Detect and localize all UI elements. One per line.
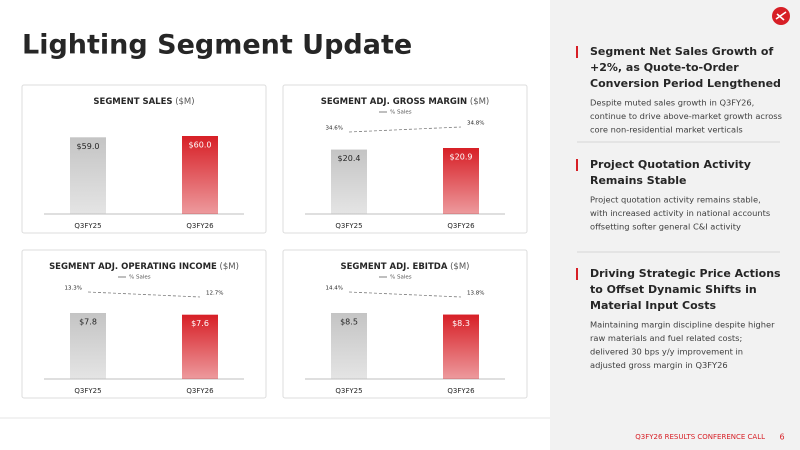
section-body: adjusted gross margin in Q3FY26 bbox=[590, 360, 728, 370]
chart-title-text: SEGMENT ADJ. EBITDA bbox=[341, 262, 448, 272]
line-label: 13.8% bbox=[467, 291, 484, 297]
chart-title: SEGMENT ADJ. OPERATING INCOME ($M) bbox=[49, 262, 239, 272]
chart-title-unit: ($M) bbox=[175, 97, 194, 107]
page-number: 6 bbox=[779, 433, 784, 442]
bar bbox=[331, 149, 367, 214]
line-series bbox=[87, 291, 201, 298]
legend-label: % Sales bbox=[390, 110, 412, 116]
section-marker bbox=[576, 268, 578, 280]
chart-title-unit: ($M) bbox=[220, 262, 239, 272]
section-body: with increased activity in national acco… bbox=[590, 208, 770, 218]
value-label: $7.6 bbox=[191, 319, 209, 328]
legend-label: % Sales bbox=[129, 275, 151, 281]
line-label: 12.7% bbox=[206, 291, 223, 297]
section-heading: Conversion Period Lengthened bbox=[590, 77, 781, 90]
section-body: raw materials and fuel related costs; bbox=[590, 333, 742, 343]
section-body: delivered 30 bps y/y improvement in bbox=[590, 347, 743, 357]
chart-title: SEGMENT SALES ($M) bbox=[93, 97, 194, 107]
chart-title-unit: ($M) bbox=[450, 262, 469, 272]
x-tick-label: Q3FY26 bbox=[186, 387, 214, 395]
section-heading: +2%, as Quote-to-Order bbox=[590, 61, 739, 74]
bar bbox=[182, 314, 218, 379]
value-label: $59.0 bbox=[77, 142, 100, 151]
value-label: $60.0 bbox=[189, 141, 212, 150]
chart-title-text: SEGMENT ADJ. OPERATING INCOME bbox=[49, 262, 217, 272]
section-marker bbox=[576, 46, 578, 58]
line-label: 13.3% bbox=[65, 286, 82, 292]
chart-card bbox=[282, 84, 528, 234]
value-label: $8.3 bbox=[452, 319, 470, 328]
x-tick-label: Q3FY26 bbox=[447, 222, 475, 230]
chart-title-unit: ($M) bbox=[470, 97, 489, 107]
line-label: 34.8% bbox=[467, 121, 484, 127]
x-tick-label: Q3FY25 bbox=[335, 387, 362, 395]
section-heading: Project Quotation Activity bbox=[590, 158, 751, 171]
section-heading: Driving Strategic Price Actions bbox=[590, 267, 781, 280]
section-heading: to Offset Dynamic Shifts in bbox=[590, 283, 757, 296]
chart-card bbox=[21, 84, 267, 234]
value-label: $7.8 bbox=[79, 318, 97, 327]
line-label: 14.4% bbox=[326, 286, 343, 292]
chart-title: SEGMENT ADJ. GROSS MARGIN ($M) bbox=[321, 97, 490, 107]
footer-text: Q3FY26 RESULTS CONFERENCE CALL bbox=[635, 433, 765, 441]
section-body: core non-residential market verticals bbox=[590, 125, 743, 135]
section-body: offsetting softer general C&I activity bbox=[590, 222, 741, 232]
value-label: $20.9 bbox=[450, 153, 473, 162]
line-series bbox=[348, 126, 462, 133]
x-tick-label: Q3FY26 bbox=[186, 222, 214, 230]
section-marker bbox=[576, 159, 578, 171]
bar bbox=[182, 136, 218, 214]
slide-title: Lighting Segment Update bbox=[22, 30, 412, 61]
bar bbox=[443, 148, 479, 214]
line-series bbox=[348, 291, 462, 298]
bar bbox=[443, 314, 479, 379]
section-heading: Segment Net Sales Growth of bbox=[590, 45, 773, 58]
x-tick-label: Q3FY25 bbox=[335, 222, 362, 230]
chart-title: SEGMENT ADJ. EBITDA ($M) bbox=[341, 262, 470, 272]
section-heading: Material Input Costs bbox=[590, 299, 716, 312]
logo-mark bbox=[775, 11, 787, 21]
x-tick-label: Q3FY25 bbox=[74, 222, 101, 230]
x-tick-label: Q3FY26 bbox=[447, 387, 475, 395]
bar bbox=[70, 313, 106, 379]
section-body: Project quotation activity remains stabl… bbox=[590, 195, 761, 205]
bar bbox=[70, 137, 106, 214]
section-heading: Remains Stable bbox=[590, 174, 687, 187]
legend-label: % Sales bbox=[390, 275, 412, 281]
chart-card bbox=[21, 249, 267, 399]
section-body: Despite muted sales growth in Q3FY26, bbox=[590, 98, 754, 108]
section-body: Maintaining margin discipline despite hi… bbox=[590, 320, 775, 330]
value-label: $20.4 bbox=[338, 154, 361, 163]
line-label: 34.6% bbox=[326, 126, 343, 132]
x-tick-label: Q3FY25 bbox=[74, 387, 101, 395]
section-body: continue to drive above-market growth ac… bbox=[590, 111, 782, 121]
sidebar-bg bbox=[550, 0, 800, 450]
bar bbox=[331, 313, 367, 379]
chart-title-text: SEGMENT SALES bbox=[93, 97, 172, 107]
chart-title-text: SEGMENT ADJ. GROSS MARGIN bbox=[321, 97, 467, 107]
chart-card bbox=[282, 249, 528, 399]
value-label: $8.5 bbox=[340, 318, 358, 327]
